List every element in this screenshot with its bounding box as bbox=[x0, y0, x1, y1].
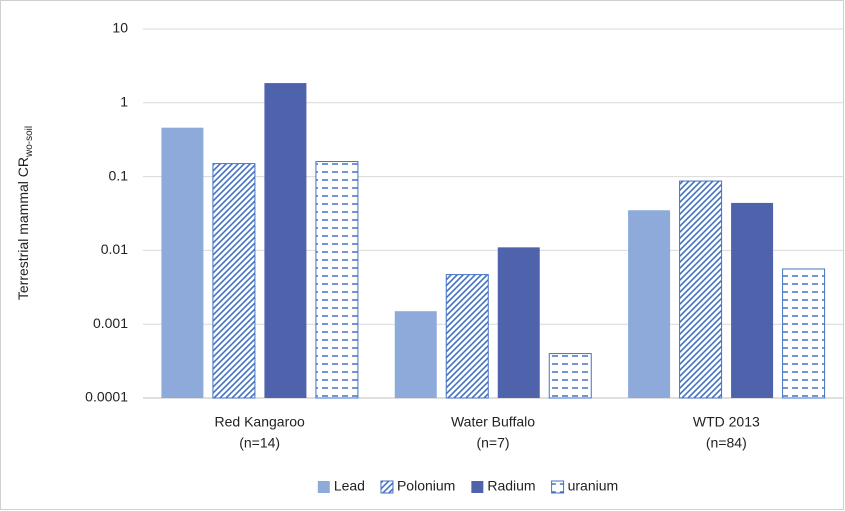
legend-swatch bbox=[317, 481, 330, 493]
legend-swatch bbox=[471, 481, 484, 493]
bar bbox=[548, 353, 592, 399]
x-tick-label: Red Kangaroo bbox=[215, 414, 306, 430]
legend-label: Lead bbox=[334, 478, 365, 494]
y-label-sub: wo-soil bbox=[24, 126, 35, 158]
legend-item: Lead bbox=[317, 478, 365, 494]
bar bbox=[731, 202, 774, 398]
bar bbox=[679, 180, 723, 399]
legend-label: Polonium bbox=[397, 478, 455, 494]
legend-item: uranium bbox=[551, 478, 619, 494]
legend-label: uranium bbox=[568, 478, 619, 494]
y-tick-label: 1 bbox=[120, 94, 128, 110]
bar bbox=[394, 311, 437, 398]
bar bbox=[212, 163, 256, 399]
y-tick-label: 10 bbox=[112, 20, 128, 36]
bar bbox=[628, 210, 671, 398]
bar bbox=[315, 161, 359, 399]
x-tick-label: (n=84) bbox=[706, 435, 747, 451]
legend-swatch bbox=[380, 480, 394, 494]
legend-item: Polonium bbox=[380, 478, 455, 494]
y-tick-label: 0.001 bbox=[93, 315, 128, 331]
x-tick-label: (n=14) bbox=[239, 435, 280, 451]
y-label-main: Terrestrial mammal CR bbox=[15, 157, 31, 300]
y-tick-label: 0.0001 bbox=[85, 389, 128, 405]
x-tick-label: WTD 2013 bbox=[693, 414, 760, 430]
legend-swatch bbox=[551, 480, 565, 494]
x-tick-label: (n=7) bbox=[476, 435, 509, 451]
y-tick-label: 0.01 bbox=[101, 241, 128, 257]
y-tick-label: 0.1 bbox=[109, 167, 129, 183]
x-tick-label: Water Buffalo bbox=[451, 414, 535, 430]
bar bbox=[782, 268, 826, 399]
legend-item: Radium bbox=[471, 478, 536, 494]
y-axis-label: Terrestrial mammal CRwo-soil bbox=[15, 126, 35, 300]
legend-label: Radium bbox=[487, 478, 535, 494]
bar bbox=[445, 274, 489, 399]
bar bbox=[161, 127, 204, 398]
bar bbox=[497, 247, 540, 398]
bar bbox=[264, 83, 307, 398]
